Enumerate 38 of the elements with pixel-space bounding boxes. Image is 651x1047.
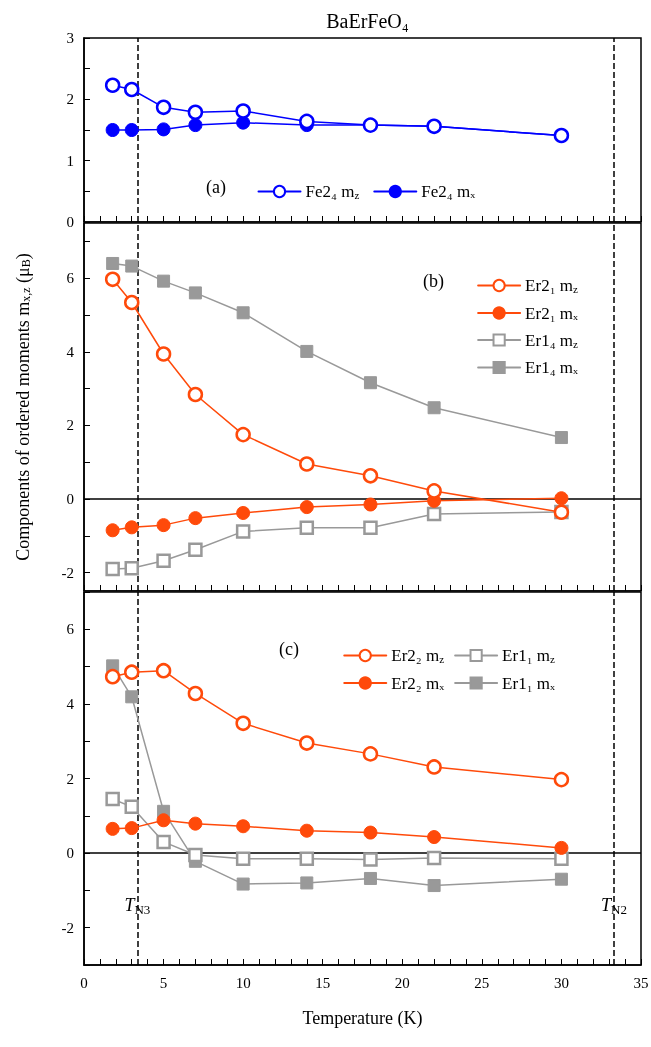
y-tick-label: 0 xyxy=(66,845,74,862)
y-tick-label: 6 xyxy=(66,621,75,638)
y-tick-label: 3 xyxy=(66,30,74,46)
annotation: (b) xyxy=(423,271,444,292)
x-tick-label: 0 xyxy=(80,974,88,991)
y-tick-label: 4 xyxy=(66,695,75,712)
x-tick-label: 35 xyxy=(633,974,649,991)
legend-label: Er2₂ mₓ xyxy=(391,673,445,693)
x-axis-title: Temperature (K) xyxy=(302,1008,423,1029)
legend-label: Er2₁ mz xyxy=(525,276,579,295)
x-tick-label: 10 xyxy=(235,974,251,991)
legend-label: Er1₄ mz xyxy=(525,330,579,350)
y-tick-label: 0 xyxy=(66,214,74,230)
legend-label: Fe2₄ mz xyxy=(305,182,360,201)
legend-label: Er1₁ mₓ xyxy=(502,673,556,693)
y-axis-title: Components of ordered moments mx,z (μB) xyxy=(13,253,34,561)
y-tick-label: -2 xyxy=(61,919,74,936)
x-tick-label: 30 xyxy=(553,974,569,991)
x-tick-label: 20 xyxy=(394,974,410,991)
y-tick-label: 4 xyxy=(66,343,75,360)
legend-label: Er1₄ mₓ xyxy=(525,358,579,377)
y-tick-label: 6 xyxy=(66,270,75,287)
legend-label: Fe2₄ mₓ xyxy=(421,182,476,201)
annotation: (c) xyxy=(279,639,299,660)
y-tick-label: 0 xyxy=(66,491,74,507)
legend-label: Er2₂ mz xyxy=(391,646,445,665)
chart-title: BaErFeO₄ xyxy=(326,10,409,32)
y-tick-label: 2 xyxy=(66,417,74,434)
y-tick-label: -2 xyxy=(61,564,74,581)
x-tick-label: 15 xyxy=(315,974,331,991)
y-tick-label: 2 xyxy=(66,91,74,108)
legend-label: Er2₁ mₓ xyxy=(525,303,579,323)
x-tick-label: 5 xyxy=(159,974,168,991)
legend-label: Er1₁ mz xyxy=(502,646,556,665)
annotation: (a) xyxy=(206,177,226,198)
x-tick-label: 25 xyxy=(474,974,490,991)
y-tick-label: 1 xyxy=(66,152,74,169)
y-tick-label: 2 xyxy=(66,770,74,787)
